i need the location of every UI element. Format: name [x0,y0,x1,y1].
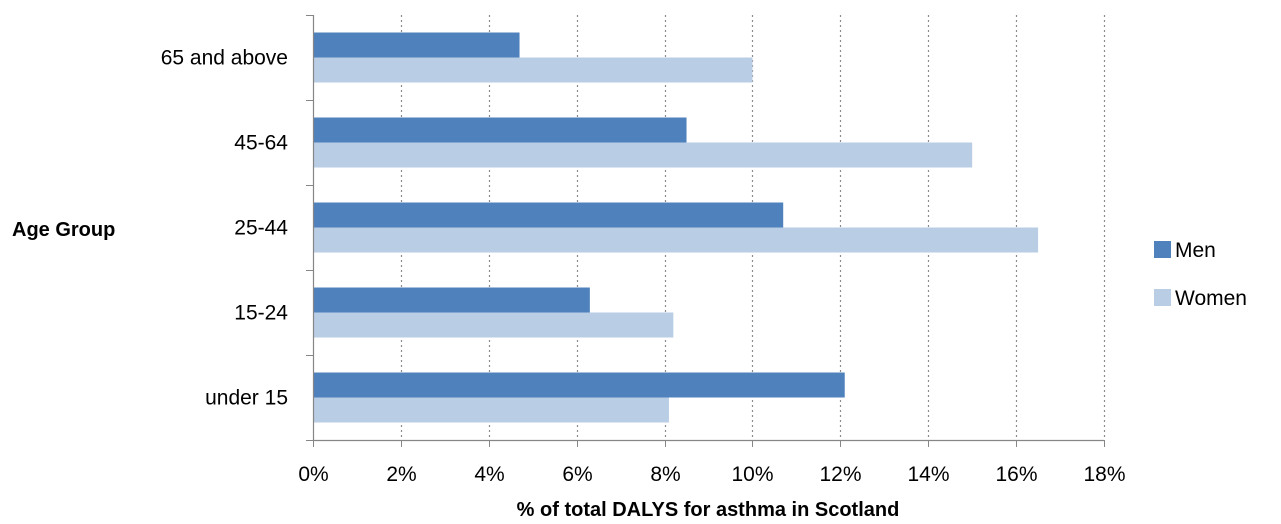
y-tick-label: 65 and above [161,47,288,70]
y-tick-label: 25-44 [234,217,288,240]
x-tick-label: 10% [731,463,773,486]
gridlines [400,15,1106,440]
x-tick-label: 16% [995,463,1037,486]
bar-women [313,397,669,423]
bar-men [313,287,590,313]
y-tick-label: 45-64 [234,132,288,155]
x-tick-label: 6% [562,463,592,486]
x-tick-label: 18% [1083,463,1125,486]
x-tick-label: 12% [819,463,861,486]
bar-women [313,57,753,83]
x-axis-title: % of total DALYS for asthma in Scotland [517,499,900,521]
y-tick-labels: 65 and above 45-64 25-44 15-24 under 15 [161,47,289,410]
bar-men [313,32,520,58]
y-tick-label: under 15 [205,387,288,410]
y-axis-title: Age Group [12,219,115,241]
bar-women [313,312,674,338]
legend-label-women: Women [1175,287,1247,310]
bar-men [313,372,845,398]
bar-women [313,142,973,168]
bar-men [313,202,784,228]
x-tick-label: 2% [386,463,416,486]
x-tick-label: 8% [650,463,680,486]
bar-women [313,227,1039,253]
axes [306,15,1105,447]
x-tick-label: 14% [907,463,949,486]
legend-label-men: Men [1175,239,1216,262]
legend-swatch-men [1154,241,1171,258]
x-tick-labels: 0% 2% 4% 6% 8% 10% 12% 14% 16% 18% [298,463,1125,486]
bars [313,32,1039,423]
x-tick-label: 4% [474,463,504,486]
legend: Men Women [1154,239,1247,310]
bar-men [313,117,687,143]
legend-swatch-women [1154,289,1171,306]
y-tick-label: 15-24 [234,302,288,325]
x-tick-label: 0% [298,463,328,486]
